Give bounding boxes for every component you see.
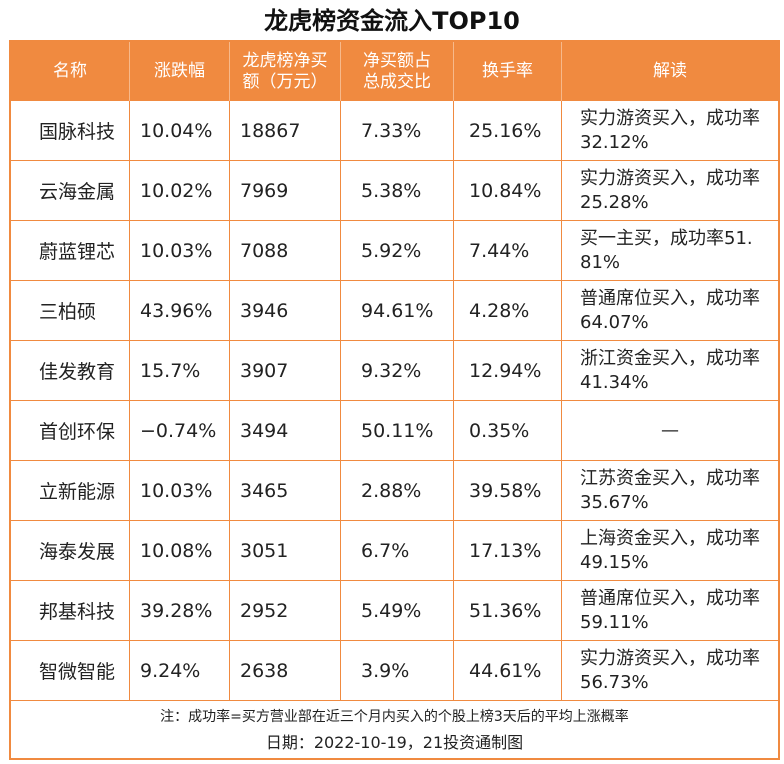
cell-name: 立新能源 xyxy=(11,461,130,520)
cell-name: 蔚蓝锂芯 xyxy=(11,221,130,280)
table-row: 国脉科技 10.04% 18867 7.33% 25.16% 实力游资买入，成功率32.1… xyxy=(11,101,778,161)
cell-net-buy: 7088 xyxy=(230,221,341,280)
cell-net-buy: 3907 xyxy=(230,341,341,400)
cell-note: 上海资金买入，成功率49.15% xyxy=(580,527,760,573)
table-row: 佳发教育 15.7% 3907 9.32% 12.94% 浙江资金买入，成功率41.34% xyxy=(11,341,778,401)
cell-change: 10.02% xyxy=(130,161,230,220)
cell-note: 普通席位买入，成功率64.07% xyxy=(580,287,760,333)
cell-change: 39.28% xyxy=(130,581,230,640)
cell-net-buy: 3051 xyxy=(230,521,341,580)
cell-ratio: 2.88% xyxy=(341,461,454,520)
cell-turnover: 12.94% xyxy=(454,341,562,400)
cell-ratio: 3.9% xyxy=(341,641,454,700)
cell-ratio: 7.33% xyxy=(341,101,454,160)
cell-change: 9.24% xyxy=(130,641,230,700)
cell-note: 实力游资买入，成功率25.28% xyxy=(580,167,760,213)
table-row: 海泰发展 10.08% 3051 6.7% 17.13% 上海资金买入，成功率49.15% xyxy=(11,521,778,581)
table-row: 立新能源 10.03% 3465 2.88% 39.58% 江苏资金买入，成功率35.67… xyxy=(11,461,778,521)
cell-name: 佳发教育 xyxy=(11,341,130,400)
cell-turnover: 4.28% xyxy=(454,281,562,340)
cell-net-buy: 2952 xyxy=(230,581,341,640)
cell-change: −0.74% xyxy=(130,401,230,460)
cell-turnover: 0.35% xyxy=(454,401,562,460)
cell-net-buy: 3494 xyxy=(230,401,341,460)
cell-name: 海泰发展 xyxy=(11,521,130,580)
cell-note: 买一主买，成功率51.81% xyxy=(580,227,753,273)
header-note: 解读 xyxy=(653,61,687,81)
cell-name: 智微智能 xyxy=(11,641,130,700)
cell-ratio: 94.61% xyxy=(341,281,454,340)
cell-net-buy: 3946 xyxy=(230,281,341,340)
cell-change: 10.04% xyxy=(130,101,230,160)
cell-name: 国脉科技 xyxy=(11,101,130,160)
cell-note: 浙江资金买入，成功率41.34% xyxy=(580,347,760,393)
cell-change: 10.08% xyxy=(130,521,230,580)
credit-line: 日期：2022-10-19，21投资通制图 xyxy=(265,733,524,752)
cell-net-buy: 2638 xyxy=(230,641,341,700)
cell-note: 实力游资买入，成功率56.73% xyxy=(580,647,760,693)
header-name: 名称 xyxy=(11,42,130,101)
table-row: 邦基科技 39.28% 2952 5.49% 51.36% 普通席位买入，成功率59.11… xyxy=(11,581,778,641)
cell-name: 首创环保 xyxy=(11,401,130,460)
cell-name: 三柏硕 xyxy=(11,281,130,340)
cell-change: 10.03% xyxy=(130,221,230,280)
cell-name: 邦基科技 xyxy=(11,581,130,640)
table-title: 龙虎榜资金流入TOP10 xyxy=(264,7,520,35)
cell-turnover: 39.58% xyxy=(454,461,562,520)
header-ratio: 净买额占 总成交比 xyxy=(341,42,454,101)
cell-turnover: 51.36% xyxy=(454,581,562,640)
cell-change: 15.7% xyxy=(130,341,230,400)
table-row: 首创环保 −0.74% 3494 50.11% 0.35% — xyxy=(11,401,778,461)
cell-net-buy: 3465 xyxy=(230,461,341,520)
cell-change: 10.03% xyxy=(130,461,230,520)
cell-turnover: 25.16% xyxy=(454,101,562,160)
footnote: 注：成功率=买方营业部在近三个月内买入的个股上榜3天后的平均上涨概率 xyxy=(160,709,629,725)
table-row: 云海金属 10.02% 7969 5.38% 10.84% 实力游资买入，成功率25.28… xyxy=(11,161,778,221)
table-row: 智微智能 9.24% 2638 3.9% 44.61% 实力游资买入，成功率56.73% xyxy=(11,641,778,701)
cell-net-buy: 18867 xyxy=(230,101,341,160)
cell-turnover: 44.61% xyxy=(454,641,562,700)
table-header: 名称 涨跌幅 龙虎榜净买 额（万元） 净买额占 总成交比 换手率 解读 xyxy=(11,42,778,101)
cell-note: 实力游资买入，成功率32.12% xyxy=(580,107,760,153)
cell-note: — xyxy=(661,419,679,441)
header-turnover: 换手率 xyxy=(454,42,562,101)
cell-ratio: 5.92% xyxy=(341,221,454,280)
header-net-buy: 龙虎榜净买 额（万元） xyxy=(230,42,341,101)
cell-ratio: 6.7% xyxy=(341,521,454,580)
cell-ratio: 9.32% xyxy=(341,341,454,400)
cell-ratio: 50.11% xyxy=(341,401,454,460)
header-change: 涨跌幅 xyxy=(130,42,230,101)
cell-turnover: 17.13% xyxy=(454,521,562,580)
table-row: 三柏硕 43.96% 3946 94.61% 4.28% 普通席位买入，成功率64.07% xyxy=(11,281,778,341)
table-row: 蔚蓝锂芯 10.03% 7088 5.92% 7.44% 买一主买，成功率51.81% xyxy=(11,221,778,281)
cell-name: 云海金属 xyxy=(11,161,130,220)
cell-change: 43.96% xyxy=(130,281,230,340)
cell-ratio: 5.49% xyxy=(341,581,454,640)
cell-note: 普通席位买入，成功率59.11% xyxy=(580,587,760,633)
cell-turnover: 10.84% xyxy=(454,161,562,220)
cell-ratio: 5.38% xyxy=(341,161,454,220)
cell-turnover: 7.44% xyxy=(454,221,562,280)
cell-note: 江苏资金买入，成功率35.67% xyxy=(580,467,760,513)
table-frame xyxy=(9,40,780,760)
cell-net-buy: 7969 xyxy=(230,161,341,220)
